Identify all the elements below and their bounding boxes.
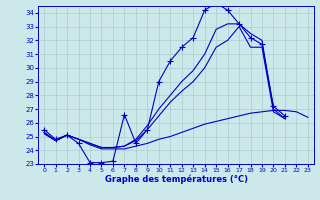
X-axis label: Graphe des températures (°C): Graphe des températures (°C) bbox=[105, 175, 247, 184]
